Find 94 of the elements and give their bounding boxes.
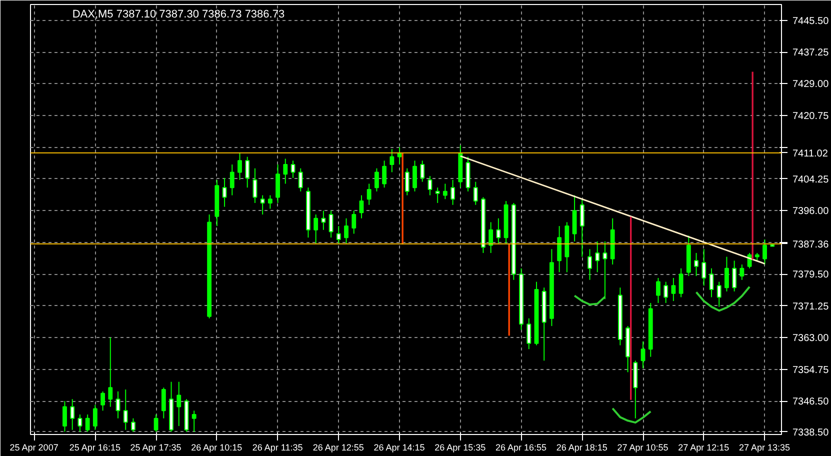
candlestick	[290, 160, 296, 178]
candlestick	[352, 210, 356, 234]
text: 7396.00	[792, 206, 829, 218]
candlestick	[602, 240, 608, 300]
candlestick	[488, 222, 494, 254]
chart-title: DAX,M5 7387.10 7387.30 7386.73 7386.73	[72, 8, 285, 20]
x-tick-label: 26 Apr 15:35	[434, 442, 486, 452]
candlestick	[420, 160, 425, 182]
candlestick	[238, 152, 242, 180]
candlestick	[70, 398, 75, 430]
candlestick	[78, 414, 82, 432]
candlestick	[671, 277, 676, 302]
candlestick	[526, 318, 532, 350]
text: 7363.00	[792, 333, 829, 344]
candlestick	[161, 387, 166, 419]
candlestick	[176, 381, 182, 427]
candlestick	[230, 164, 234, 196]
candlestick	[321, 210, 326, 230]
candlestick	[404, 168, 410, 196]
candlestick	[108, 337, 113, 408]
candlestick	[245, 156, 250, 188]
text: 7371.25	[792, 301, 829, 312]
candlestick	[116, 390, 120, 419]
candlestick	[664, 281, 668, 304]
ref-line-label: 7411.02	[792, 148, 828, 160]
text: 7420.75	[792, 110, 829, 122]
candlestick	[694, 252, 698, 277]
candlestick	[702, 248, 706, 286]
candlestick	[496, 218, 501, 244]
candlestick	[276, 164, 280, 204]
x-tick-label: 26 Apr 11:35	[252, 442, 303, 452]
candlestick	[382, 160, 387, 188]
x-tick-label: 25 Apr 2007	[10, 442, 58, 452]
candlestick	[85, 414, 90, 432]
candlestick	[716, 281, 722, 308]
candlestick	[192, 410, 196, 432]
x-tick-label: 25 Apr 16:15	[69, 442, 120, 452]
candlestick	[450, 179, 456, 206]
candlestick	[298, 168, 303, 192]
candlestick	[328, 210, 334, 238]
candlestick	[344, 218, 348, 244]
candlestick	[252, 168, 258, 204]
x-tick-label: 26 Apr 12:55	[312, 442, 364, 452]
candlestick	[359, 194, 364, 219]
text: 7437.25	[792, 48, 829, 58]
candlestick	[724, 256, 729, 292]
x-tick-label: 25 Apr 17:35	[130, 442, 182, 452]
candlestick	[336, 226, 341, 244]
candlestick	[640, 340, 646, 369]
candlestick	[709, 268, 714, 298]
candlestick	[762, 239, 767, 265]
x-tick-label: 26 Apr 10:15	[191, 442, 242, 452]
candlestick	[222, 177, 227, 208]
candlestick	[572, 194, 577, 242]
candlestick	[100, 390, 105, 412]
candlestick	[435, 187, 440, 204]
x-tick-label: 27 Apr 13:35	[738, 442, 790, 452]
candlestick	[412, 160, 417, 192]
candlestick	[131, 418, 136, 432]
candlestick	[390, 148, 394, 173]
candlestick	[442, 183, 448, 200]
x-tick-label: 27 Apr 12:15	[678, 442, 730, 452]
candlestick	[732, 260, 737, 292]
candlestick	[154, 414, 158, 432]
candlestick	[62, 400, 67, 432]
candlestick	[595, 240, 600, 273]
text: 7379.50	[792, 270, 829, 281]
x-tick-label: 26 Apr 14:15	[374, 442, 425, 452]
candlestick	[740, 264, 744, 280]
text: 7338.50	[792, 427, 829, 438]
text: 7346.50	[792, 396, 829, 408]
ref-line-label: 7387.36	[792, 239, 830, 250]
x-tick-label: 26 Apr 18:15	[556, 442, 608, 452]
candlestick	[123, 389, 128, 430]
text: 7445.50	[792, 16, 829, 27]
candlestick	[428, 176, 432, 196]
candlestick	[580, 198, 584, 258]
candlestick	[557, 226, 562, 273]
candlestick	[678, 268, 684, 298]
text: 7404.25	[792, 174, 829, 186]
x-tick-label: 26 Apr 16:55	[496, 442, 547, 452]
candlestick	[656, 277, 660, 304]
candlestick	[366, 183, 372, 206]
candlestick	[283, 158, 288, 184]
candlestick	[268, 194, 272, 210]
candlestick	[314, 214, 318, 244]
candlestick	[260, 194, 265, 215]
candlestick	[374, 168, 379, 192]
candlestick	[92, 404, 98, 430]
candlestick	[588, 248, 592, 280]
candlestick	[473, 181, 478, 206]
text: 7429.00	[792, 79, 829, 90]
text: 7354.75	[792, 364, 829, 376]
x-tick-label: 27 Apr 10:55	[617, 442, 668, 452]
